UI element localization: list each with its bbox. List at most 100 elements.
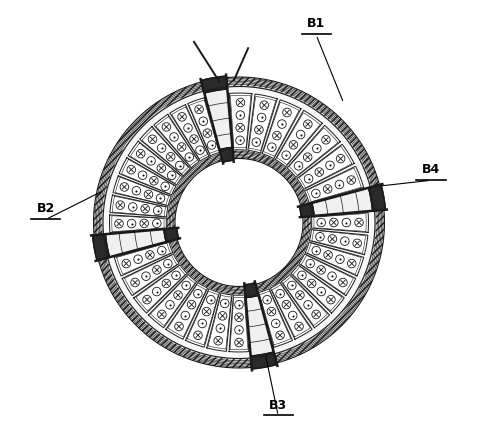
Circle shape: [214, 336, 222, 345]
Circle shape: [272, 131, 281, 140]
Circle shape: [152, 219, 161, 227]
Circle shape: [328, 272, 337, 280]
Circle shape: [182, 281, 190, 290]
Polygon shape: [154, 114, 199, 168]
Circle shape: [116, 201, 125, 210]
Circle shape: [143, 295, 152, 304]
Polygon shape: [246, 295, 274, 356]
Circle shape: [296, 291, 304, 299]
Circle shape: [338, 278, 347, 287]
Polygon shape: [165, 152, 222, 229]
Circle shape: [156, 194, 165, 202]
Circle shape: [158, 310, 166, 319]
Circle shape: [295, 322, 304, 331]
Polygon shape: [168, 239, 245, 296]
Circle shape: [136, 150, 145, 158]
Circle shape: [235, 338, 243, 347]
Circle shape: [167, 171, 176, 180]
Polygon shape: [94, 82, 204, 235]
Circle shape: [166, 153, 175, 161]
Circle shape: [190, 135, 198, 143]
Circle shape: [177, 143, 186, 151]
Polygon shape: [122, 254, 179, 295]
Circle shape: [206, 295, 215, 304]
Polygon shape: [248, 94, 277, 153]
Circle shape: [127, 166, 136, 174]
Circle shape: [313, 144, 321, 153]
Polygon shape: [312, 188, 373, 216]
Circle shape: [198, 319, 206, 328]
Circle shape: [166, 300, 174, 309]
Circle shape: [307, 279, 316, 288]
Circle shape: [276, 331, 284, 340]
Circle shape: [257, 113, 266, 122]
Circle shape: [140, 219, 149, 228]
Polygon shape: [250, 352, 277, 369]
Circle shape: [255, 125, 263, 134]
Polygon shape: [304, 166, 364, 203]
Text: B4: B4: [422, 163, 440, 176]
Circle shape: [282, 151, 291, 159]
Circle shape: [329, 218, 338, 227]
Circle shape: [132, 186, 141, 195]
Circle shape: [141, 204, 150, 213]
Circle shape: [203, 129, 212, 138]
Circle shape: [312, 189, 320, 198]
Circle shape: [196, 146, 204, 154]
Circle shape: [260, 101, 269, 109]
Circle shape: [174, 291, 182, 299]
Circle shape: [207, 141, 216, 149]
Circle shape: [317, 266, 326, 274]
Circle shape: [317, 218, 326, 227]
Circle shape: [304, 174, 313, 183]
Polygon shape: [128, 141, 183, 185]
Circle shape: [289, 141, 298, 149]
Circle shape: [342, 218, 351, 227]
Circle shape: [324, 185, 332, 193]
Circle shape: [296, 130, 305, 139]
Polygon shape: [369, 185, 385, 211]
Circle shape: [138, 171, 147, 179]
Polygon shape: [148, 275, 196, 328]
Circle shape: [236, 123, 244, 132]
Circle shape: [306, 259, 315, 268]
Circle shape: [163, 259, 172, 268]
Polygon shape: [109, 215, 166, 233]
Circle shape: [267, 307, 276, 316]
Circle shape: [152, 266, 161, 274]
Circle shape: [328, 235, 337, 243]
Polygon shape: [164, 228, 179, 242]
Circle shape: [304, 300, 312, 309]
Circle shape: [146, 251, 154, 259]
Circle shape: [353, 239, 361, 247]
Circle shape: [161, 182, 170, 190]
Polygon shape: [226, 77, 380, 187]
Polygon shape: [258, 210, 375, 354]
Circle shape: [184, 124, 192, 132]
Polygon shape: [201, 76, 228, 93]
Polygon shape: [166, 283, 207, 339]
Circle shape: [312, 310, 320, 319]
Circle shape: [317, 287, 326, 296]
Polygon shape: [207, 293, 232, 352]
Circle shape: [194, 289, 202, 298]
Polygon shape: [297, 144, 354, 190]
Polygon shape: [110, 195, 168, 217]
Polygon shape: [299, 203, 314, 217]
Circle shape: [340, 237, 349, 246]
Circle shape: [199, 117, 207, 125]
Polygon shape: [188, 98, 219, 156]
Circle shape: [322, 135, 330, 144]
Circle shape: [195, 105, 203, 113]
Polygon shape: [312, 213, 369, 232]
Circle shape: [278, 120, 286, 128]
Polygon shape: [229, 93, 252, 150]
Polygon shape: [204, 89, 232, 150]
Circle shape: [216, 324, 225, 332]
Polygon shape: [119, 158, 176, 195]
Circle shape: [268, 143, 276, 151]
Polygon shape: [103, 91, 220, 235]
Circle shape: [336, 255, 344, 263]
Circle shape: [282, 108, 291, 117]
Circle shape: [148, 135, 157, 144]
